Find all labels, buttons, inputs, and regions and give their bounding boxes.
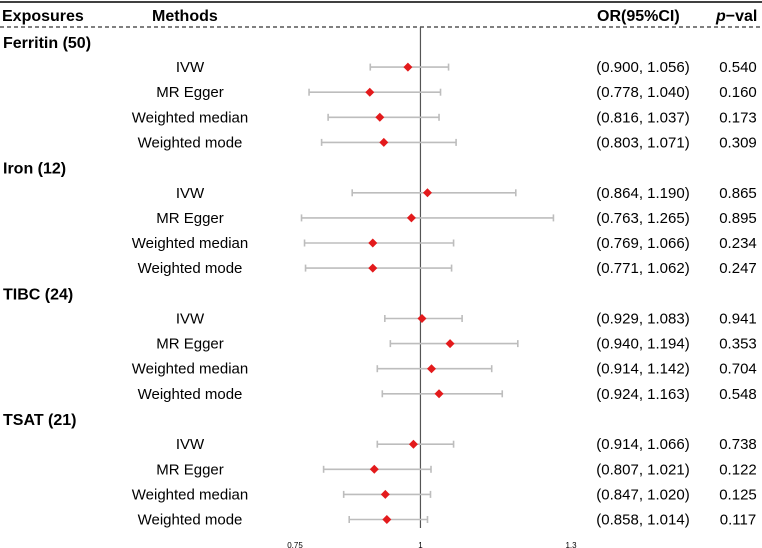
- method-label: IVW: [176, 436, 205, 453]
- method-label: Weighted median: [132, 361, 248, 378]
- x-axis-ticks: 0.75 1 1.3: [287, 541, 577, 548]
- point-estimate: [417, 314, 427, 323]
- point-estimate: [422, 188, 432, 198]
- p-value: 0.704: [719, 361, 757, 378]
- header-pval: p−val: [715, 8, 757, 25]
- or-ci-value: (0.858, 1.014): [596, 512, 689, 529]
- method-label: MR Egger: [156, 336, 224, 353]
- header-pval-italic: p: [715, 8, 726, 25]
- header-exposures: Exposures: [2, 8, 84, 25]
- or-ci-value: (0.914, 1.066): [596, 436, 689, 453]
- p-value: 0.125: [719, 486, 757, 503]
- point-estimate: [408, 439, 418, 449]
- or-ci-value: (0.900, 1.056): [596, 59, 689, 76]
- or-ci-value: (0.847, 1.020): [596, 486, 689, 503]
- point-estimate: [369, 464, 379, 474]
- or-ci-value: (0.763, 1.265): [596, 210, 689, 227]
- p-value: 0.738: [719, 436, 757, 453]
- point-estimate: [403, 62, 413, 72]
- method-label: Weighted mode: [138, 134, 243, 151]
- point-estimate: [365, 87, 375, 97]
- point-estimate: [379, 137, 389, 147]
- p-value: 0.353: [719, 336, 757, 353]
- p-value: 0.895: [719, 210, 757, 227]
- p-value: 0.309: [719, 134, 757, 151]
- header-or-ci: OR(95%CI): [597, 8, 680, 25]
- x-tick-label: 1.3: [565, 541, 577, 548]
- method-label: MR Egger: [156, 210, 224, 227]
- method-label: IVW: [176, 59, 205, 76]
- point-estimate: [368, 238, 378, 248]
- or-ci-value: (0.803, 1.071): [596, 134, 689, 151]
- x-tick-label: 0.75: [287, 541, 303, 548]
- method-label: Weighted median: [132, 486, 248, 503]
- or-ci-value: (0.778, 1.040): [596, 84, 689, 101]
- p-value: 0.865: [719, 185, 757, 202]
- x-tick-label: 1: [418, 541, 423, 548]
- point-estimate: [382, 515, 392, 524]
- point-estimate: [368, 263, 378, 273]
- group-label: TSAT (21): [3, 412, 76, 429]
- p-value: 0.941: [719, 311, 757, 328]
- or-ci-value: (0.864, 1.190): [596, 185, 689, 202]
- point-estimate: [375, 112, 385, 122]
- method-label: IVW: [176, 185, 205, 202]
- p-value: 0.247: [719, 260, 757, 277]
- method-label: IVW: [176, 311, 205, 328]
- group-label: Ferritin (50): [3, 35, 91, 52]
- method-label: Weighted median: [132, 235, 248, 252]
- p-value: 0.160: [719, 84, 757, 101]
- method-label: Weighted mode: [138, 512, 243, 529]
- or-ci-value: (0.807, 1.021): [596, 461, 689, 478]
- point-estimate: [426, 364, 436, 374]
- header-methods: Methods: [152, 8, 218, 25]
- group-label: Iron (12): [3, 161, 66, 178]
- group-label: TIBC (24): [3, 286, 73, 303]
- p-value: 0.234: [719, 235, 757, 252]
- method-label: Weighted mode: [138, 386, 243, 403]
- p-value: 0.540: [719, 59, 757, 76]
- point-estimate: [445, 339, 455, 349]
- or-ci-value: (0.940, 1.194): [596, 336, 689, 353]
- method-label: MR Egger: [156, 84, 224, 101]
- or-ci-value: (0.929, 1.083): [596, 311, 689, 328]
- p-value: 0.548: [719, 386, 757, 403]
- p-value: 0.117: [720, 512, 756, 529]
- method-label: MR Egger: [156, 461, 224, 478]
- or-ci-value: (0.914, 1.142): [596, 361, 689, 378]
- or-ci-value: (0.816, 1.037): [596, 109, 689, 126]
- method-label: Weighted mode: [138, 260, 243, 277]
- point-estimate: [380, 489, 390, 499]
- header-pval-rest: −val: [726, 8, 758, 25]
- forest-rows: Ferritin (50) IVW (0.900, 1.056) 0.540 MR Eg…: [3, 35, 757, 529]
- or-ci-value: (0.771, 1.062): [596, 260, 689, 277]
- point-estimate: [406, 213, 416, 223]
- p-value: 0.122: [719, 461, 757, 478]
- point-estimate: [434, 389, 444, 399]
- or-ci-value: (0.924, 1.163): [596, 386, 689, 403]
- or-ci-value: (0.769, 1.066): [596, 235, 689, 252]
- p-value: 0.173: [719, 109, 757, 126]
- method-label: Weighted median: [132, 109, 248, 126]
